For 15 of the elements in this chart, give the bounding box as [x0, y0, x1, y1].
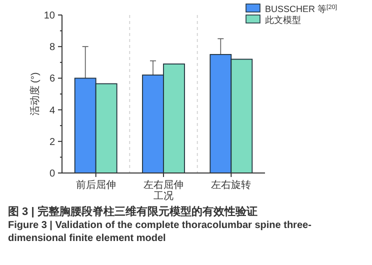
caption: Figure 3 | Validation of the complete thoracolumbar spine three-dimensional finite element model	[8, 219, 312, 245]
y-tick-label: 0	[49, 168, 56, 180]
x-tick-label: 前后屈伸	[76, 179, 116, 191]
y-axis-title: 活动度 (°)	[29, 72, 41, 116]
legend-label: BUSSCHER 等$^{[20]}$	[265, 4, 338, 14]
caption: 图 3 | 完整胸腰段脊柱三维有限元模型的有效性验证	[8, 206, 258, 219]
x-tick-label: 左右旋转	[211, 179, 252, 191]
y-tick-label: 2	[49, 136, 56, 148]
legend-label: 此文模型	[265, 15, 301, 25]
y-tick-label: 8	[49, 42, 56, 54]
y-tick-label: 10	[44, 10, 56, 22]
x-tick-label: 左右屈伸	[144, 179, 184, 191]
y-tick-label: 6	[49, 74, 56, 85]
y-tick-label: 4	[49, 105, 56, 116]
x-axis-title: 工况	[154, 191, 174, 202]
